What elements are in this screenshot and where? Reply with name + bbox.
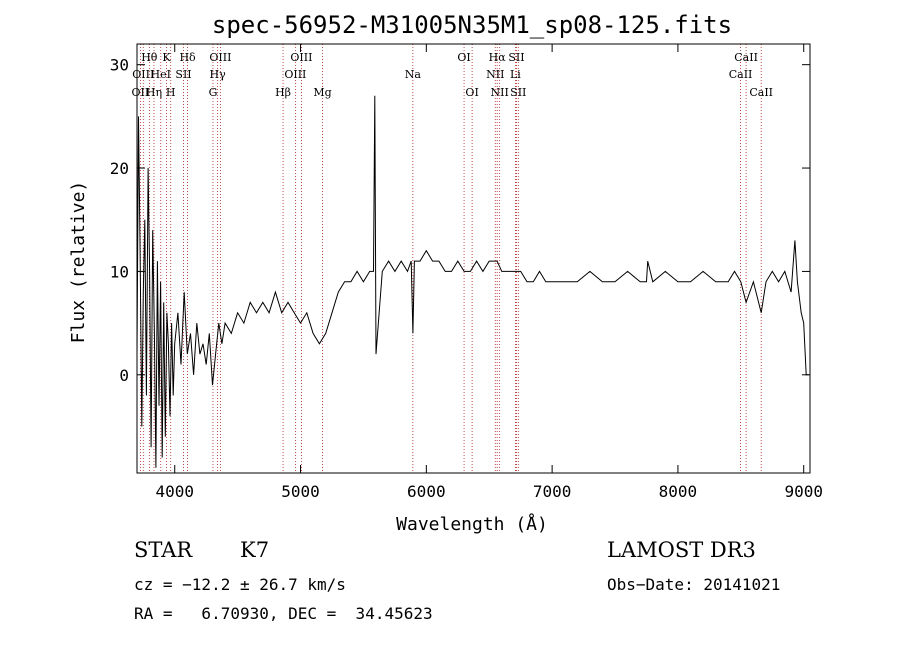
spectral-line-label: OIII [284,68,306,81]
spectral-line-label: OI [457,51,470,64]
spectral-line-label: G [209,86,218,99]
spectral-line-label: OI [465,86,478,99]
spectral-line-label: Hθ [141,51,158,64]
spectral-line-label: Hδ [179,51,196,64]
spectral-line-label: CaII [734,51,758,64]
spectral-line-label: Hβ [275,86,291,99]
x-tick-label: 5000 [281,482,320,501]
spectral-line-label: SII [510,86,526,99]
plot-frame [136,43,811,474]
y-tick-label: 20 [110,159,129,178]
spectral-line-label: CaII [749,86,773,99]
spectral-line-label: OIII [132,68,154,81]
spectral-line-label: OIII [290,51,312,64]
spectral-line-label: K [162,51,171,64]
y-axis-label: Flux (relative) [68,181,89,344]
object-class: STAR [134,538,193,562]
spectral-line-label: Hα [489,51,507,64]
y-tick-label: 0 [119,366,129,385]
coordinates: RA = 6.70930, DEC = 34.45623 [134,604,433,623]
x-axis-label: Wavelength (Å) [396,513,548,535]
spectral-line-label: SII [508,51,524,64]
spectral-line-label: Li [510,68,521,81]
chart-title: spec-56952-M31005N35M1_sp08-125.fits [212,11,732,39]
spectral-line-label: NII [491,86,509,99]
spectral-line-label: CaII [729,68,753,81]
x-tick-label: 8000 [659,482,698,501]
redshift-velocity: cz = −12.2 ± 26.7 km/s [134,575,346,594]
spectral-line-label: NII [486,68,504,81]
x-tick-label: 4000 [155,482,194,501]
y-tick-label: 10 [110,262,129,281]
survey-name: LAMOST DR3 [607,538,756,562]
x-tick-label: 7000 [533,482,572,501]
spectral-line-label: Hγ [210,68,227,81]
observation-date: Obs−Date: 20141021 [607,575,781,594]
spectral-line-label: OII [132,86,150,99]
flux-spectrum-line [136,95,809,468]
spectral-line-label: OIII [209,51,231,64]
spectral-line-label: SII [175,68,191,81]
object-subclass: K7 [240,538,270,562]
spectral-line-label: HeI [151,68,171,81]
spectral-line-label: Hη [146,86,162,99]
spectral-line-label: Na [405,68,422,81]
spectral-line-label: H [166,86,176,99]
y-tick-label: 30 [110,56,129,75]
spectral-line-label: Mg [313,86,331,99]
x-tick-label: 6000 [407,482,446,501]
x-tick-label: 9000 [784,482,823,501]
